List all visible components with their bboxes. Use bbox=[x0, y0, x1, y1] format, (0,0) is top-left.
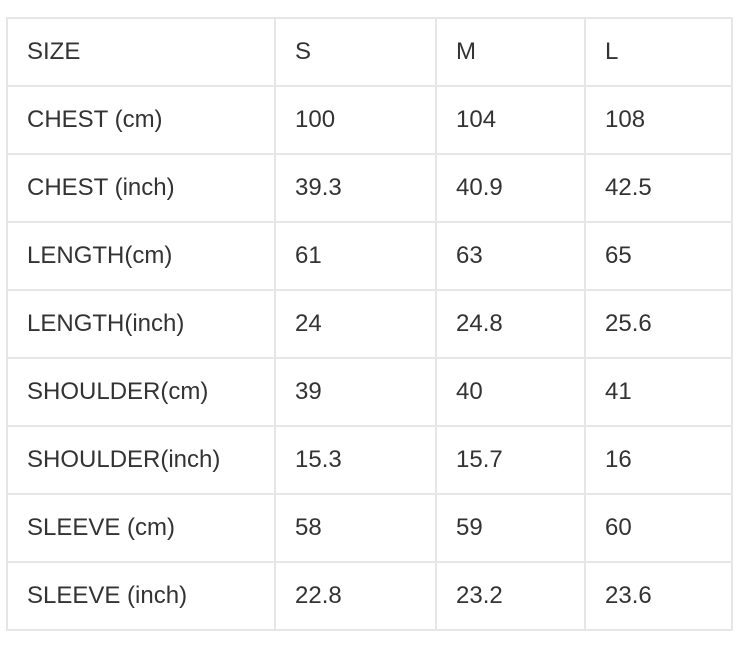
value-cell: 23.2 bbox=[435, 561, 586, 631]
table-row: SLEEVE (cm) 58 59 60 bbox=[6, 493, 733, 563]
row-label-cell: CHEST (inch) bbox=[6, 153, 276, 223]
table-row: SLEEVE (inch) 22.8 23.2 23.6 bbox=[6, 561, 733, 631]
table-row: LENGTH(cm) 61 63 65 bbox=[6, 221, 733, 291]
size-chart-table: SIZE S M L CHEST (cm) 100 104 108 CHEST (inch) 39… bbox=[6, 17, 733, 631]
value-cell: 60 bbox=[584, 493, 733, 563]
value-cell: 23.6 bbox=[584, 561, 733, 631]
value-cell: 42.5 bbox=[584, 153, 733, 223]
row-label-cell: LENGTH(cm) bbox=[6, 221, 276, 291]
table-row: SHOULDER(cm) 39 40 41 bbox=[6, 357, 733, 427]
value-cell: 24.8 bbox=[435, 289, 586, 359]
table-row: CHEST (cm) 100 104 108 bbox=[6, 85, 733, 155]
value-cell: 22.8 bbox=[274, 561, 437, 631]
value-cell: 40.9 bbox=[435, 153, 586, 223]
header-row: SIZE S M L bbox=[6, 17, 733, 87]
value-cell: M bbox=[435, 17, 586, 87]
row-label-cell: LENGTH(inch) bbox=[6, 289, 276, 359]
value-cell: 59 bbox=[435, 493, 586, 563]
table-row: LENGTH(inch) 24 24.8 25.6 bbox=[6, 289, 733, 359]
row-label-cell: SIZE bbox=[6, 17, 276, 87]
row-label-cell: CHEST (cm) bbox=[6, 85, 276, 155]
value-cell: L bbox=[584, 17, 733, 87]
value-cell: 24 bbox=[274, 289, 437, 359]
value-cell: 100 bbox=[274, 85, 437, 155]
value-cell: 104 bbox=[435, 85, 586, 155]
value-cell: 61 bbox=[274, 221, 437, 291]
row-label-cell: SHOULDER(cm) bbox=[6, 357, 276, 427]
value-cell: 39.3 bbox=[274, 153, 437, 223]
value-cell: 15.7 bbox=[435, 425, 586, 495]
value-cell: S bbox=[274, 17, 437, 87]
value-cell: 41 bbox=[584, 357, 733, 427]
row-label-cell: SLEEVE (inch) bbox=[6, 561, 276, 631]
table-row: SHOULDER(inch) 15.3 15.7 16 bbox=[6, 425, 733, 495]
value-cell: 108 bbox=[584, 85, 733, 155]
value-cell: 63 bbox=[435, 221, 586, 291]
value-cell: 58 bbox=[274, 493, 437, 563]
value-cell: 40 bbox=[435, 357, 586, 427]
value-cell: 65 bbox=[584, 221, 733, 291]
row-label-cell: SHOULDER(inch) bbox=[6, 425, 276, 495]
table-row: CHEST (inch) 39.3 40.9 42.5 bbox=[6, 153, 733, 223]
value-cell: 25.6 bbox=[584, 289, 733, 359]
value-cell: 16 bbox=[584, 425, 733, 495]
row-label-cell: SLEEVE (cm) bbox=[6, 493, 276, 563]
value-cell: 39 bbox=[274, 357, 437, 427]
value-cell: 15.3 bbox=[274, 425, 437, 495]
